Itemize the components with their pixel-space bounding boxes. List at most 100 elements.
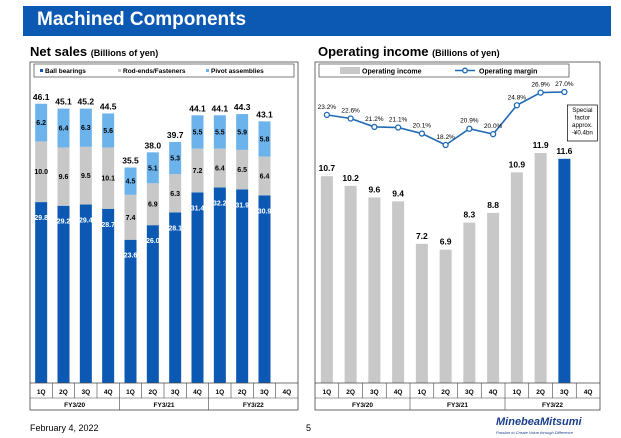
op-income-bar-10	[558, 158, 571, 383]
op-income-label-8: 10.9	[509, 159, 526, 169]
legend-marker-margin	[462, 67, 468, 74]
legend-swatch-0	[40, 69, 43, 72]
net-sales-label-1-9: 6.5	[237, 167, 247, 174]
net-sales-label-1-1: 9.6	[59, 174, 69, 181]
net-sales-bar-2-4	[124, 167, 137, 195]
legend-label-2: Pivot assemblies	[211, 68, 264, 75]
op-income-unit: (Billions of yen)	[432, 48, 500, 58]
net-sales-label-0-4: 23.6	[124, 253, 138, 260]
net-sales-bar-2-2	[79, 108, 92, 147]
title-bar: Machined Components	[23, 6, 611, 36]
net-sales-label-0-10: 30.9	[258, 208, 272, 215]
margin-point-10	[561, 88, 568, 96]
net-sales-total-6: 39.7	[167, 130, 184, 140]
op-income-bar-3	[392, 201, 405, 383]
op-income-bar-9	[534, 153, 547, 383]
net-sales-label-2-9: 5.9	[237, 129, 247, 136]
net-sales-tick-0: 1Q	[37, 389, 46, 396]
net-sales-title: Net sales (Billions of yen)	[30, 44, 158, 59]
operating-income-chart: Operating income Operating margin 1Q 10.7 2Q…	[314, 61, 601, 411]
margin-label-1: 22.6%	[341, 108, 360, 115]
net-sales-bar-0-0	[35, 202, 48, 383]
op-income-tick-3: 4Q	[394, 389, 403, 396]
net-sales-tick-2: 3Q	[81, 389, 90, 396]
net-sales-bar-1-5	[146, 183, 159, 226]
op-income-tick-8: 1Q	[513, 389, 522, 396]
net-sales-bar-0-4	[124, 239, 137, 383]
op-income-tick-5: 2Q	[441, 389, 450, 396]
net-sales-label-2-4: 4.5	[126, 179, 136, 186]
op-income-group-0: FY3/20	[352, 402, 373, 409]
net-sales-bar-0-6	[169, 212, 182, 383]
op-income-legend	[318, 63, 570, 78]
special-factor-line-1: factor	[575, 115, 590, 122]
net-sales-tick-11: 4Q	[282, 389, 291, 396]
net-sales-label-2-7: 5.5	[193, 129, 203, 136]
op-income-bar-7	[487, 212, 500, 383]
op-income-bar-0	[320, 176, 333, 383]
margin-label-10: 27.0%	[555, 81, 574, 88]
margin-label-4: 20.1%	[413, 123, 432, 130]
net-sales-total-8: 44.1	[212, 103, 229, 113]
net-sales-total-1: 45.1	[55, 97, 72, 107]
special-factor-line-2: approx.	[572, 122, 593, 129]
net-sales-total-0: 46.1	[33, 92, 50, 102]
page-title: Machined Components	[37, 9, 247, 30]
footer-date: February 4, 2022	[30, 423, 99, 433]
net-sales-bar-1-6	[169, 174, 182, 213]
net-sales-chart: Ball bearings Rod-ends/Fasteners Pivot ass…	[29, 61, 299, 411]
net-sales-label-2-3: 5.6	[103, 128, 113, 135]
op-income-tick-10: 3Q	[560, 389, 569, 396]
net-sales-label-2-1: 6.4	[59, 126, 69, 133]
net-sales-bar-1-3	[102, 147, 115, 209]
net-sales-bar-2-1	[57, 108, 70, 148]
op-income-label-5: 6.9	[440, 237, 452, 247]
net-sales-label-2-8: 5.5	[215, 129, 225, 136]
net-sales-total-3: 44.5	[100, 101, 117, 111]
net-sales-tick-3: 4Q	[104, 389, 113, 396]
net-sales-label-1-4: 7.4	[126, 215, 136, 222]
net-sales-bar-0-10	[258, 195, 271, 383]
margin-label-6: 20.9%	[460, 118, 479, 125]
net-sales-total-9: 44.3	[234, 102, 251, 112]
legend-label-margin: Operating margin	[479, 69, 537, 76]
op-income-label-9: 11.9	[533, 140, 549, 150]
margin-point-9	[537, 89, 544, 96]
op-income-label-3: 9.4	[392, 188, 404, 198]
net-sales-tick-4: 1Q	[126, 389, 135, 396]
margin-point-2	[371, 123, 378, 131]
net-sales-label-1-7: 7.2	[193, 168, 203, 175]
net-sales-label-0-2: 29.4	[79, 218, 93, 225]
legend-label-0: Ball bearings	[45, 68, 86, 75]
net-sales-unit: (Billions of yen)	[90, 48, 159, 58]
op-income-label-6: 8.3	[463, 210, 475, 220]
margin-label-8: 24.8%	[508, 94, 527, 101]
net-sales-group-0: FY3/20	[64, 402, 85, 409]
net-sales-bar-0-5	[146, 225, 159, 383]
op-income-title: Operating income (Billions of yen)	[318, 44, 500, 59]
op-income-label-4: 7.2	[416, 231, 428, 241]
margin-label-0: 23.2%	[318, 104, 337, 111]
legend-label-income: Operating income	[362, 69, 422, 76]
net-sales-bar-0-1	[57, 205, 70, 383]
op-income-tick-6: 3Q	[465, 389, 474, 396]
net-sales-bar-1-0	[35, 141, 48, 203]
brand-tagline: Passion to Create Value through Differen…	[496, 430, 574, 435]
op-income-bar-6	[463, 222, 476, 383]
margin-point-1	[347, 115, 354, 122]
net-sales-label-0-0: 29.8	[34, 215, 48, 222]
net-sales-label-1-2: 9.5	[81, 173, 91, 180]
op-income-tick-2: 3Q	[370, 389, 379, 396]
net-sales-tick-1: 2Q	[59, 389, 68, 396]
margin-point-4	[418, 130, 426, 137]
op-income-frame	[314, 61, 601, 411]
op-income-group-1: FY3/21	[447, 402, 468, 409]
net-sales-legend	[33, 63, 295, 78]
net-sales-label-2-0: 6.2	[36, 120, 46, 127]
net-sales-group-1: FY3/21	[154, 402, 175, 409]
net-sales-bar-2-0	[35, 103, 48, 142]
page-number: 5	[306, 423, 312, 433]
op-income-tick-0: 1Q	[323, 389, 332, 396]
margin-point-6	[466, 125, 473, 132]
net-sales-total-4: 35.5	[122, 155, 139, 165]
